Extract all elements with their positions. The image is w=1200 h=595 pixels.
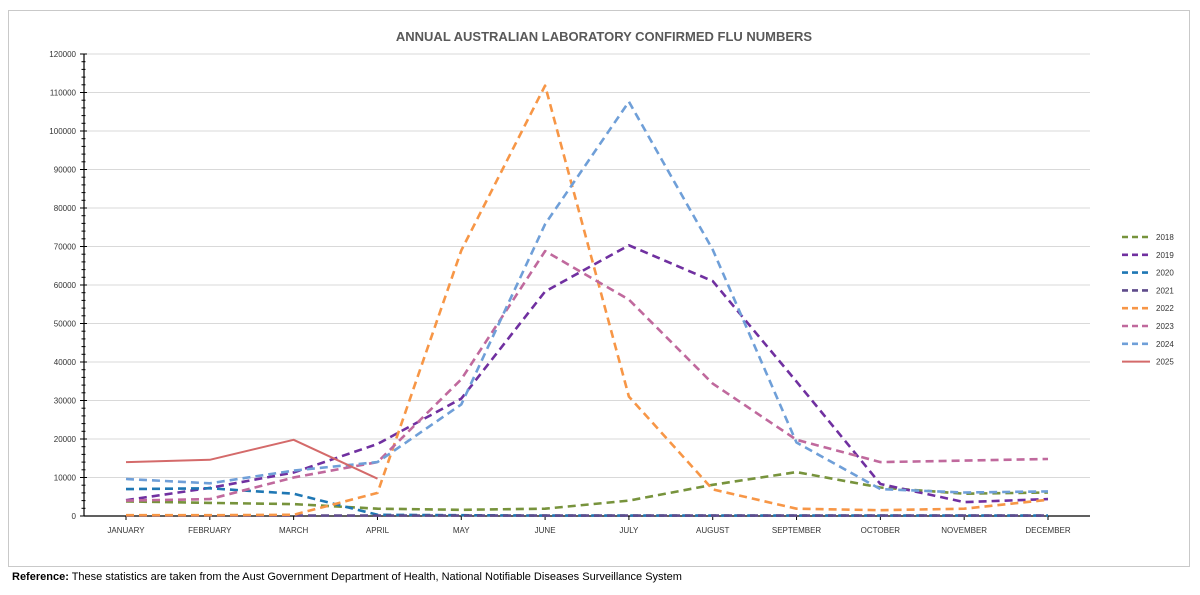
reference-note: Reference: These statistics are taken fr… <box>12 571 682 583</box>
y-tick-label: 20000 <box>54 435 77 444</box>
legend-label-2023: 2023 <box>1156 322 1174 331</box>
legend-label-2022: 2022 <box>1156 304 1174 313</box>
y-tick-label: 120000 <box>49 50 76 59</box>
legend-label-2021: 2021 <box>1156 286 1174 295</box>
legend-label-2025: 2025 <box>1156 358 1174 367</box>
legend-label-2020: 2020 <box>1156 269 1174 278</box>
reference-label: Reference: <box>12 571 69 583</box>
x-tick-label: AUGUST <box>696 526 729 535</box>
x-tick-label: MAY <box>453 526 470 535</box>
y-tick-label: 90000 <box>54 166 77 175</box>
series-line-2018 <box>125 470 1049 512</box>
series-line-2024 <box>125 100 1049 494</box>
x-tick-label: FEBRUARY <box>188 526 232 535</box>
y-tick-label: 80000 <box>54 204 77 213</box>
legend-label-2019: 2019 <box>1156 251 1174 260</box>
x-tick-label: JULY <box>619 526 639 535</box>
x-tick-label: SEPTEMBER <box>772 526 822 535</box>
x-tick-label: DECEMBER <box>1025 526 1071 535</box>
x-tick-label: APRIL <box>366 526 390 535</box>
legend: 2018 2019 2020 2021 2022 2023 2024 2025 <box>1122 233 1174 367</box>
chart-frame <box>8 10 1190 567</box>
reference-text: These statistics are taken from the Aust… <box>68 571 682 583</box>
x-tick-label: OCTOBER <box>861 526 901 535</box>
x-tick-label: JUNE <box>535 526 556 535</box>
series-line-2022 <box>126 84 1049 517</box>
grid-lines <box>84 53 1090 478</box>
axes: 0 10000 20000 30000 40000 50000 60000 70000 8000… <box>49 50 1090 535</box>
series-line-2019 <box>125 244 1049 504</box>
series-line-2023 <box>125 249 1049 502</box>
series-lines <box>125 84 1049 517</box>
legend-label-2024: 2024 <box>1156 340 1174 349</box>
legend-label-2018: 2018 <box>1156 233 1174 242</box>
series-line-2020 <box>125 486 1048 517</box>
chart-title: ANNUAL AUSTRALIAN LABORATORY CONFIRMED F… <box>396 29 813 44</box>
y-tick-label: 10000 <box>54 474 77 483</box>
x-tick-label: JANUARY <box>107 526 145 535</box>
y-tick-label: 110000 <box>50 89 77 98</box>
y-tick-label: 40000 <box>54 358 77 367</box>
y-tick-label: 50000 <box>54 320 77 329</box>
series-line-2025 <box>125 438 378 480</box>
y-tick-label: 100000 <box>49 127 76 136</box>
y-tick-label: 70000 <box>54 243 77 252</box>
x-tick-label: NOVEMBER <box>941 526 987 535</box>
y-tick-label: 30000 <box>54 397 77 406</box>
y-tick-label: 60000 <box>54 281 77 290</box>
x-tick-label: MARCH <box>279 526 309 535</box>
y-tick-label: 0 <box>72 512 77 521</box>
